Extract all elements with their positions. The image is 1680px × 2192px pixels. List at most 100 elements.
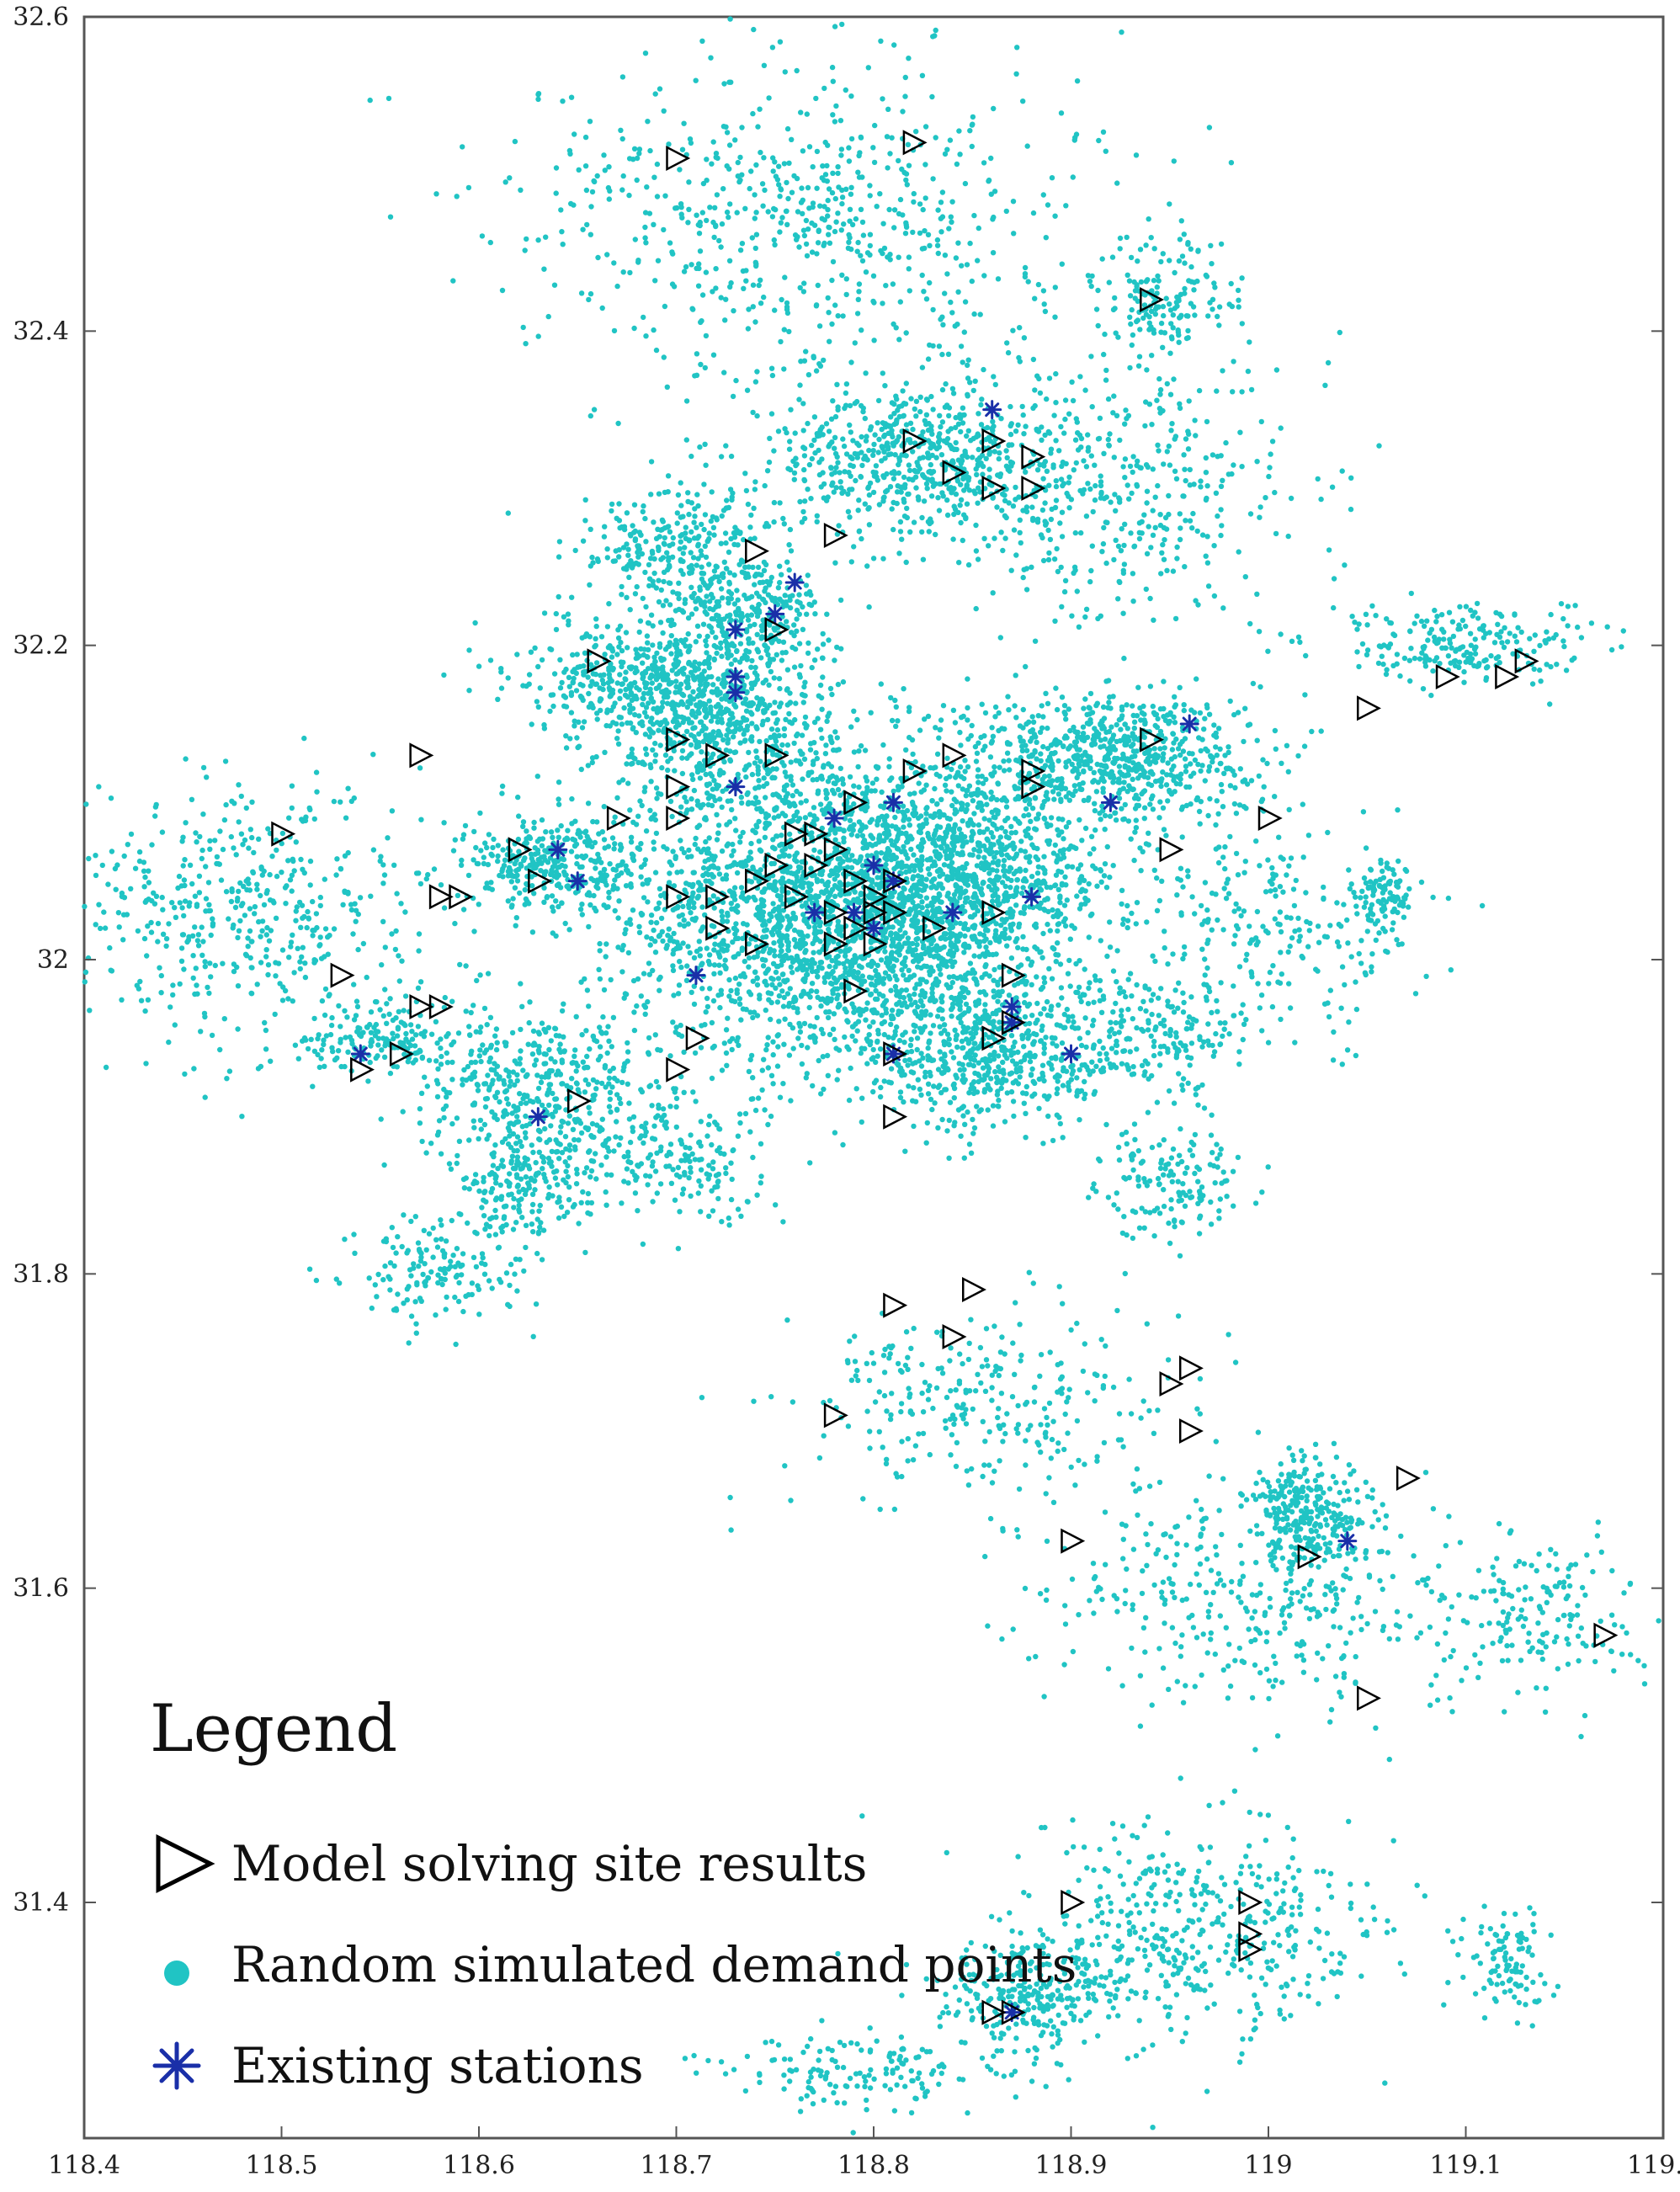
demand-point (918, 789, 924, 795)
demand-point (710, 629, 715, 636)
demand-point (697, 953, 703, 959)
demand-point (696, 686, 702, 693)
demand-point (634, 1003, 640, 1009)
demand-point (770, 976, 776, 982)
demand-point (949, 859, 955, 865)
demand-point (816, 893, 821, 900)
demand-point (914, 460, 920, 466)
demand-point (937, 824, 944, 830)
demand-point (607, 860, 613, 867)
demand-point (779, 657, 785, 663)
demand-point (873, 1059, 879, 1066)
demand-point (990, 834, 997, 840)
demand-point (906, 868, 912, 875)
demand-point (955, 938, 961, 944)
demand-point (730, 715, 736, 721)
demand-point (750, 1096, 756, 1102)
demand-point (992, 449, 998, 455)
demand-point (859, 434, 864, 440)
demand-point (858, 1012, 864, 1018)
demand-point (1082, 895, 1088, 902)
demand-point (906, 976, 912, 983)
demand-point (994, 504, 1000, 510)
demand-point (840, 436, 846, 442)
demand-point (786, 853, 792, 859)
demand-point (1077, 880, 1082, 886)
demand-point (938, 452, 945, 458)
demand-point (718, 716, 725, 722)
demand-point (930, 837, 937, 843)
demand-point (768, 1016, 774, 1023)
demand-point (797, 945, 803, 951)
demand-point (954, 799, 960, 805)
demand-point (779, 971, 786, 977)
demand-point (706, 835, 712, 841)
demand-point (1018, 848, 1024, 854)
demand-point (931, 883, 937, 889)
demand-point (965, 736, 971, 742)
demand-point (828, 971, 834, 977)
demand-point (794, 850, 800, 856)
demand-point (1057, 961, 1064, 967)
demand-point (882, 949, 888, 955)
demand-point (901, 824, 906, 830)
demand-point (1002, 891, 1007, 898)
demand-point (688, 732, 694, 738)
demand-point (653, 1078, 660, 1085)
demand-point (839, 777, 846, 783)
demand-point (779, 888, 785, 894)
demand-point (848, 473, 853, 479)
demand-point (621, 995, 627, 1001)
demand-point (615, 741, 622, 747)
demand-point (707, 605, 713, 612)
demand-point (821, 979, 828, 986)
demand-point (1007, 767, 1013, 773)
demand-point (962, 921, 969, 927)
demand-point (752, 1107, 759, 1114)
demand-point (1023, 978, 1029, 985)
demand-point (930, 441, 936, 448)
demand-point (836, 747, 842, 753)
demand-point (976, 455, 983, 460)
demand-point (1020, 412, 1026, 418)
demand-point (745, 617, 752, 623)
demand-point (847, 900, 853, 906)
demand-point (924, 908, 930, 915)
demand-point (765, 652, 771, 657)
demand-point (928, 461, 934, 468)
demand-point (1055, 952, 1061, 958)
demand-point (1018, 962, 1024, 968)
demand-point (762, 834, 768, 840)
demand-point (965, 763, 971, 770)
demand-point (971, 883, 978, 890)
demand-point (961, 329, 968, 335)
demand-point (1028, 962, 1034, 968)
demand-point (1038, 900, 1044, 907)
demand-point (726, 600, 731, 606)
demand-point (1250, 680, 1257, 687)
demand-point (780, 639, 787, 645)
demand-point (925, 427, 932, 434)
demand-point (811, 758, 816, 764)
demand-point (811, 960, 817, 966)
demand-point (737, 740, 743, 746)
demand-point (812, 1035, 818, 1041)
demand-point (732, 975, 739, 982)
demand-point (808, 496, 814, 502)
demand-point (859, 833, 866, 838)
demand-point (904, 807, 911, 814)
demand-point (968, 970, 975, 976)
demand-point (716, 871, 723, 877)
demand-point (790, 1045, 796, 1051)
demand-point (1006, 935, 1013, 941)
demand-point (934, 801, 940, 807)
demand-point (704, 781, 710, 788)
demand-point (938, 796, 944, 802)
demand-point (820, 1054, 826, 1060)
demand-point (881, 434, 887, 439)
demand-point (932, 811, 938, 817)
demand-point (628, 921, 634, 928)
demand-point (976, 411, 981, 417)
demand-point (800, 776, 805, 782)
demand-point (937, 412, 943, 418)
